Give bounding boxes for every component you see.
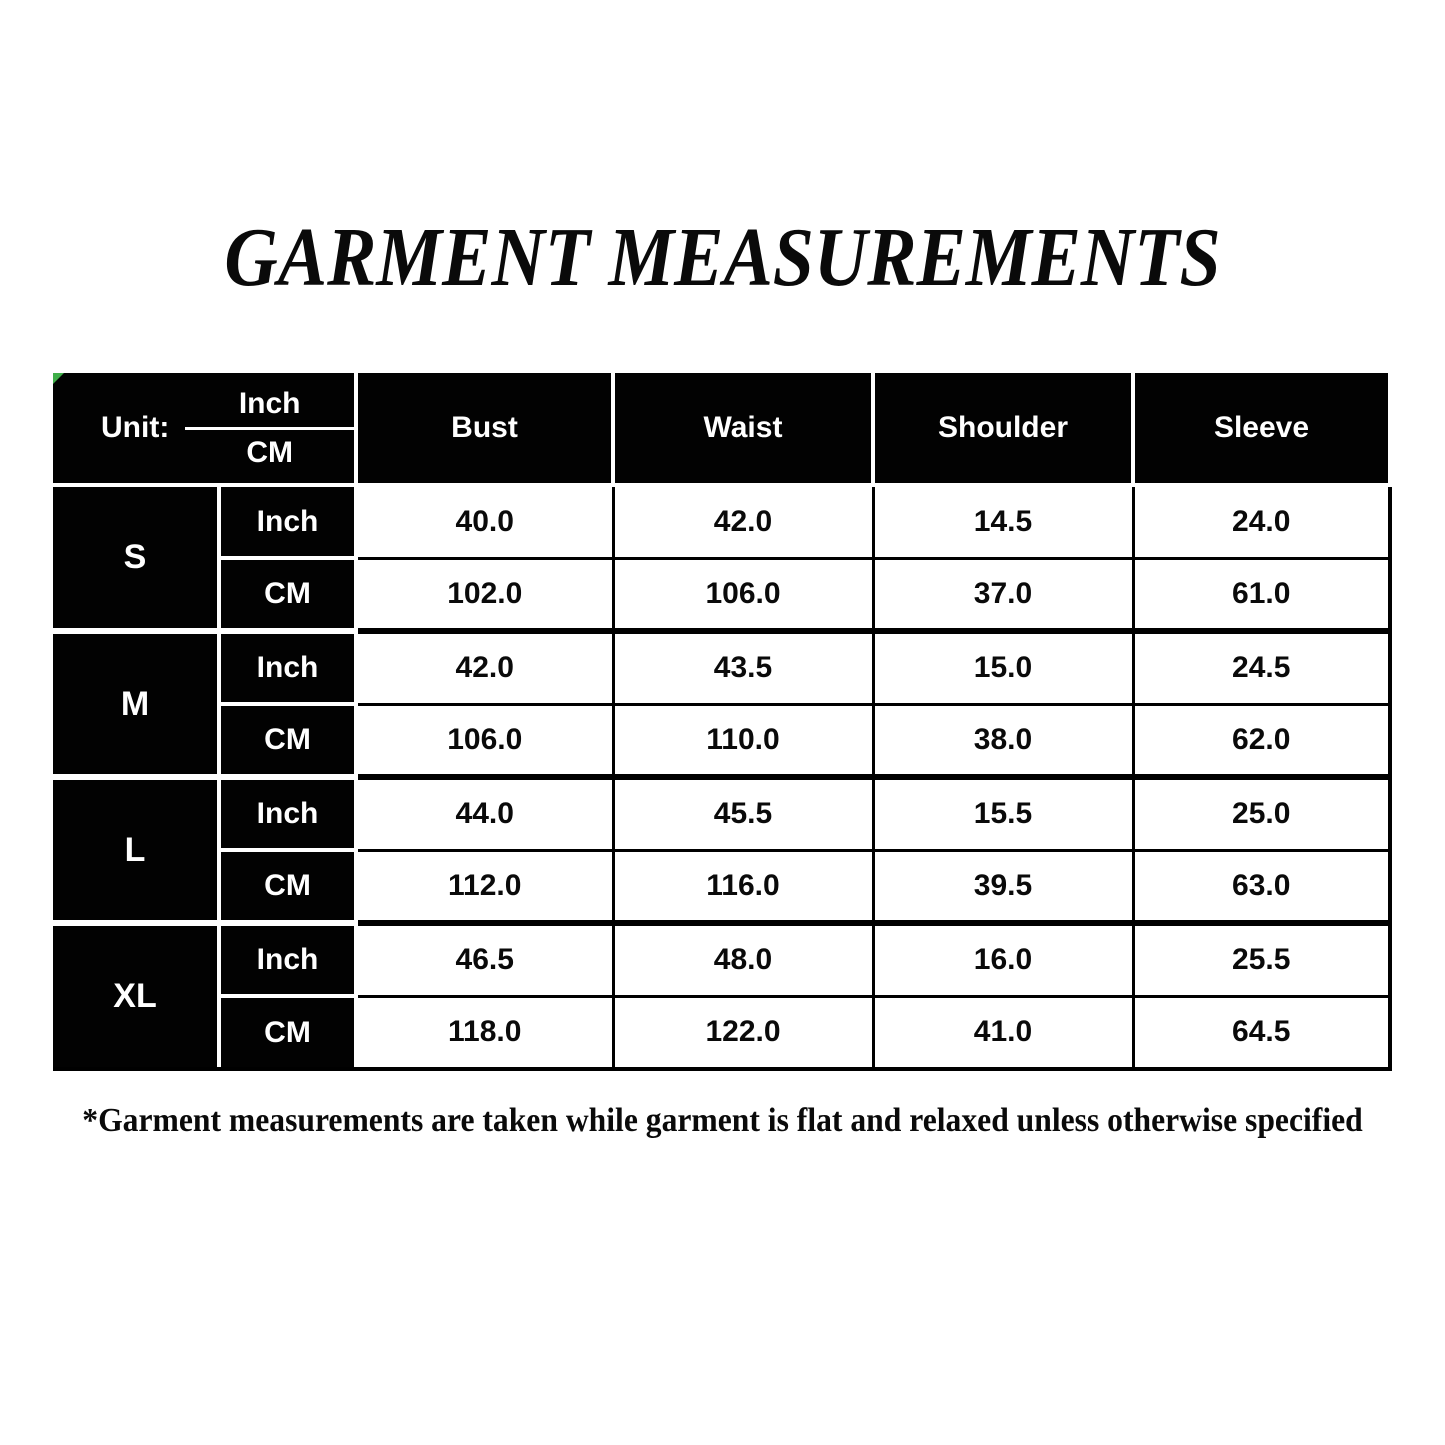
value-cell: 122.0 xyxy=(611,994,875,1071)
unit-cell-inch: Inch xyxy=(217,629,358,706)
value-cell: 48.0 xyxy=(611,921,875,998)
value-cell: 38.0 xyxy=(871,702,1135,780)
unit-fraction: Inch CM xyxy=(185,387,354,470)
value-cell: 24.0 xyxy=(1131,483,1392,560)
size-cell-xl: XL xyxy=(53,921,221,1071)
value-cell: 102.0 xyxy=(354,556,615,634)
value-cell: 64.5 xyxy=(1131,994,1392,1071)
value-cell: 46.5 xyxy=(354,921,615,998)
value-cell: 25.5 xyxy=(1131,921,1392,998)
size-cell-m: M xyxy=(53,629,221,780)
table-row-s-cm: CM 102.0 106.0 37.0 61.0 xyxy=(53,556,1392,634)
value-cell: 63.0 xyxy=(1131,848,1392,926)
column-header-waist: Waist xyxy=(611,373,875,487)
column-header-bust: Bust xyxy=(354,373,615,487)
value-cell: 14.5 xyxy=(871,483,1135,560)
cell-corner-marker-icon xyxy=(53,373,64,384)
value-cell: 62.0 xyxy=(1131,702,1392,780)
unit-cell-cm: CM xyxy=(217,556,358,634)
unit-cm-label: CM xyxy=(246,435,293,469)
value-cell: 39.5 xyxy=(871,848,1135,926)
page-title: GARMENT MEASUREMENTS xyxy=(224,211,1221,304)
column-header-sleeve: Sleeve xyxy=(1131,373,1392,487)
value-cell: 106.0 xyxy=(611,556,875,634)
table-row-xl-inch: XL Inch 46.5 48.0 16.0 25.5 xyxy=(53,921,1392,1071)
unit-header-cell: Unit: Inch CM xyxy=(53,373,358,487)
value-cell: 15.0 xyxy=(871,629,1135,706)
table-row-l-cm: CM 112.0 116.0 39.5 63.0 xyxy=(53,848,1392,926)
unit-label: Unit: xyxy=(101,411,170,444)
table-row-l-inch: L Inch 44.0 45.5 15.5 25.0 xyxy=(53,775,1392,926)
value-cell: 106.0 xyxy=(354,702,615,780)
unit-wrap: Unit: Inch CM xyxy=(53,387,354,470)
unit-cell-inch: Inch xyxy=(217,775,358,852)
size-cell-s: S xyxy=(53,483,221,634)
unit-cell-cm: CM xyxy=(217,702,358,780)
table-row-s-inch: S Inch 40.0 42.0 14.5 24.0 xyxy=(53,483,1392,634)
unit-cell-inch: Inch xyxy=(217,921,358,998)
unit-cell-cm: CM xyxy=(217,848,358,926)
value-cell: 40.0 xyxy=(354,483,615,560)
value-cell: 43.5 xyxy=(611,629,875,706)
unit-cell-cm: CM xyxy=(217,994,358,1071)
value-cell: 25.0 xyxy=(1131,775,1392,852)
column-header-shoulder: Shoulder xyxy=(871,373,1135,487)
table-row-xl-cm: CM 118.0 122.0 41.0 64.5 xyxy=(53,994,1392,1071)
value-cell: 61.0 xyxy=(1131,556,1392,634)
unit-cell-inch: Inch xyxy=(217,483,358,560)
value-cell: 118.0 xyxy=(354,994,615,1071)
value-cell: 44.0 xyxy=(354,775,615,852)
table-row-m-inch: M Inch 42.0 43.5 15.0 24.5 xyxy=(53,629,1392,780)
value-cell: 42.0 xyxy=(611,483,875,560)
value-cell: 41.0 xyxy=(871,994,1135,1071)
value-cell: 15.5 xyxy=(871,775,1135,852)
size-cell-l: L xyxy=(53,775,221,926)
unit-inch-label: Inch xyxy=(185,387,354,430)
value-cell: 16.0 xyxy=(871,921,1135,998)
header-row: Unit: Inch CM Bust Waist Shoulder Sleeve xyxy=(53,373,1392,487)
value-cell: 110.0 xyxy=(611,702,875,780)
measurements-table: Unit: Inch CM Bust Waist Shoulder Sleeve… xyxy=(53,373,1392,1071)
value-cell: 45.5 xyxy=(611,775,875,852)
value-cell: 116.0 xyxy=(611,848,875,926)
value-cell: 112.0 xyxy=(354,848,615,926)
table-row-m-cm: CM 106.0 110.0 38.0 62.0 xyxy=(53,702,1392,780)
value-cell: 42.0 xyxy=(354,629,615,706)
footnote: *Garment measurements are taken while ga… xyxy=(82,1102,1363,1139)
value-cell: 24.5 xyxy=(1131,629,1392,706)
value-cell: 37.0 xyxy=(871,556,1135,634)
